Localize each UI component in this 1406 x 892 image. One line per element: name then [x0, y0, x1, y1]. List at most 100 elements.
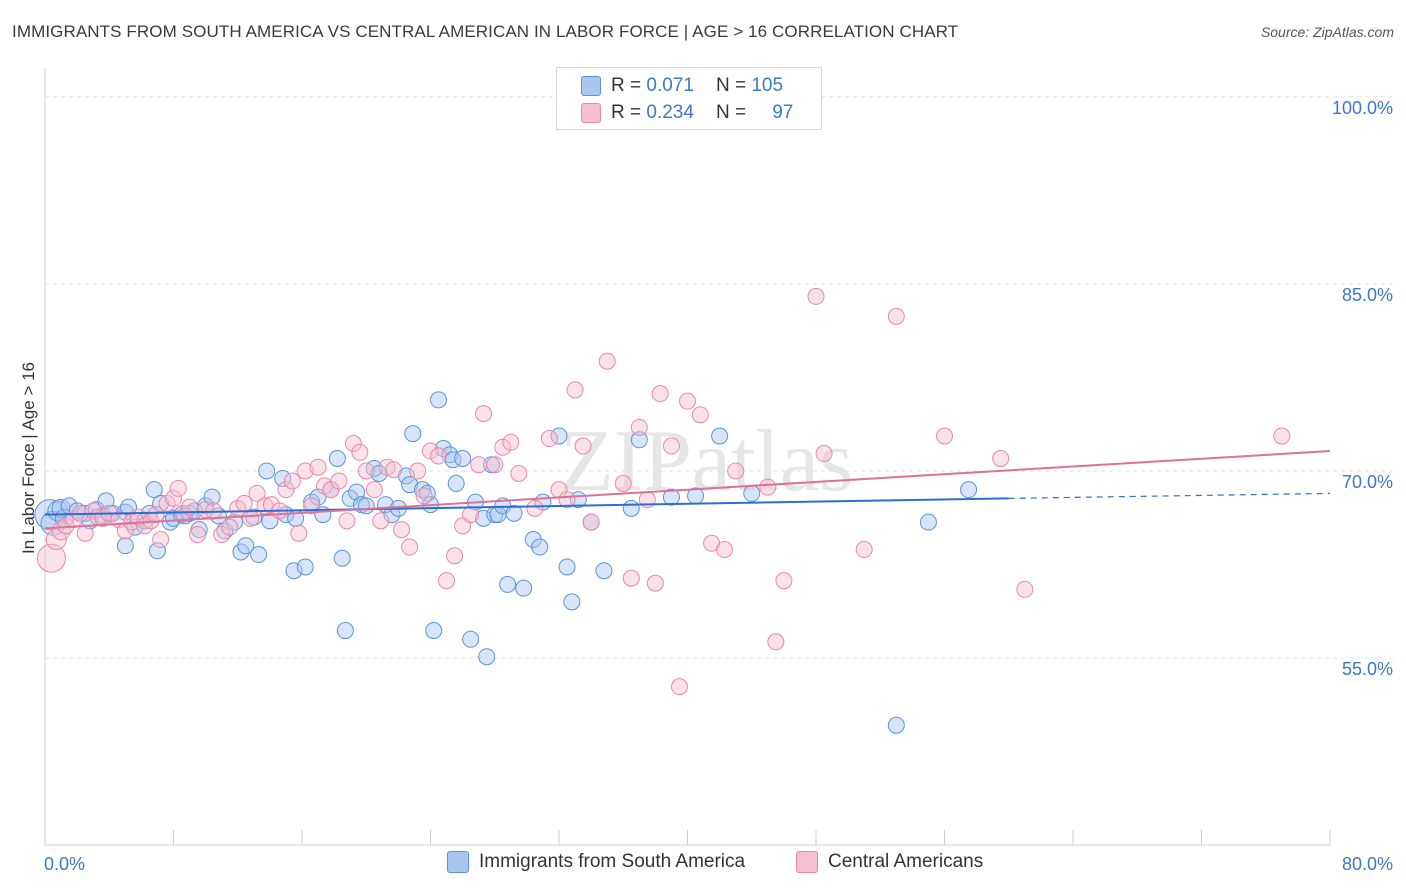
point-south-america [595, 562, 613, 580]
point-south-america [250, 546, 268, 564]
point-central-americans [679, 392, 696, 410]
legend-r-value: 0.234 [646, 102, 694, 123]
point-central-americans [646, 574, 664, 592]
axis-layer [44, 68, 1331, 846]
point-central-americans [630, 418, 648, 436]
point-central-americans [415, 487, 433, 505]
point-central-americans [691, 406, 709, 424]
point-central-americans [372, 512, 390, 530]
trend-line-south-america [44, 497, 1009, 516]
point-central-americans [344, 435, 362, 453]
legend-item-label: Immigrants from South America [479, 851, 746, 872]
point-central-americans [992, 450, 1010, 467]
point-south-america [404, 425, 422, 443]
point-central-americans [277, 481, 295, 499]
legend-item-central-americans[interactable]: Central Americans [796, 851, 983, 873]
point-south-america [348, 483, 366, 501]
point-central-americans [715, 541, 733, 559]
point-south-america [505, 504, 523, 522]
point-central-americans [385, 461, 403, 479]
point-central-americans [422, 442, 439, 460]
point-south-america [478, 648, 496, 666]
point-south-america [550, 427, 568, 445]
point-central-americans [290, 524, 308, 542]
point-south-america [328, 450, 346, 467]
point-south-america [285, 562, 303, 580]
point-central-americans [248, 484, 266, 502]
legend-row-central-americans: R = 0.234 N = 97 [581, 100, 793, 126]
point-south-america [336, 622, 354, 640]
point-central-americans [651, 385, 669, 403]
legend-n-value: 105 [751, 75, 784, 96]
point-central-americans [330, 472, 348, 490]
legend-n-value: 97 [772, 102, 794, 123]
point-central-americans [401, 538, 419, 556]
point-south-america [333, 549, 351, 567]
point-south-america [116, 537, 134, 555]
legend-item-label: Central Americans [828, 851, 984, 872]
point-central-americans [351, 443, 369, 461]
point-central-americans [475, 405, 493, 423]
point-central-americans [502, 433, 520, 451]
y-tick-label: 85.0% [1342, 285, 1393, 305]
point-central-americans [486, 456, 504, 474]
point-central-americans [65, 511, 83, 529]
point-central-americans [662, 437, 680, 455]
point-south-america [558, 558, 576, 576]
x-tick-label: 0.0% [44, 854, 85, 874]
point-central-americans [510, 464, 528, 482]
point-central-americans [393, 521, 411, 539]
point-south-america [237, 537, 255, 555]
point-south-america [622, 499, 640, 517]
point-central-americans [45, 529, 67, 551]
point-south-america [662, 488, 680, 506]
point-central-americans [296, 462, 314, 480]
point-central-americans [566, 381, 584, 399]
point-south-america [960, 481, 978, 499]
point-south-america [711, 427, 729, 445]
point-central-americans [462, 506, 480, 524]
source-credit: Source: ZipAtlas.com [1260, 24, 1394, 40]
point-south-america [475, 509, 493, 527]
point-south-america [181, 504, 199, 522]
point-central-americans [574, 437, 592, 455]
point-central-americans [807, 287, 825, 305]
point-central-americans [622, 569, 640, 587]
point-central-americans [767, 633, 785, 651]
y-tick-label: 70.0% [1342, 472, 1393, 492]
point-central-americans [526, 499, 544, 517]
point-central-americans [936, 427, 953, 445]
point-central-americans [598, 352, 616, 370]
point-south-america [296, 558, 314, 576]
point-central-americans [1273, 427, 1291, 445]
point-south-america [425, 622, 443, 640]
point-south-america [531, 538, 549, 556]
point-central-americans [338, 512, 356, 530]
point-south-america [148, 542, 166, 560]
y-tick-label: 55.0% [1342, 659, 1393, 679]
point-south-america [743, 484, 761, 502]
series-legend: Immigrants from South America Central Am… [0, 851, 1406, 877]
point-south-america [145, 481, 163, 499]
point-central-americans [76, 524, 94, 542]
point-south-america [887, 716, 905, 734]
chart-title: IMMIGRANTS FROM SOUTH AMERICA VS CENTRAL… [12, 22, 959, 41]
point-central-americans [727, 462, 745, 480]
point-central-americans [283, 472, 301, 490]
point-south-america [274, 469, 292, 487]
labels-layer: 55.0% 70.0% 85.0% 100.0% 0.0% 80.0% In Labor F… [19, 98, 1393, 874]
point-central-americans [1016, 580, 1034, 598]
point-central-americans [165, 489, 182, 507]
point-south-america [499, 575, 517, 593]
legend-r-value: 0.071 [646, 75, 694, 96]
point-central-americans [470, 456, 488, 474]
point-south-america [630, 431, 648, 449]
trend-line-central-americans [44, 450, 1331, 530]
legend-item-south-america[interactable]: Immigrants from South America [447, 851, 745, 873]
point-south-america [165, 509, 182, 527]
point-south-america [563, 593, 581, 611]
point-central-americans [494, 438, 512, 456]
point-central-americans [670, 678, 688, 696]
point-central-americans [775, 572, 793, 590]
